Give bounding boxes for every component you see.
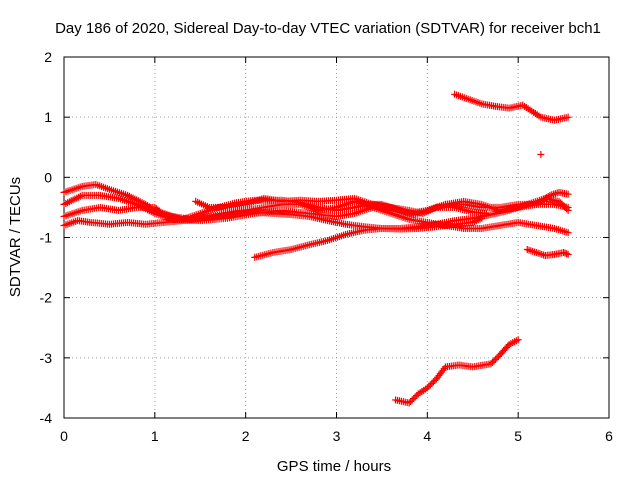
y-tick-label: -4 bbox=[40, 410, 53, 426]
data-marker bbox=[405, 399, 413, 407]
x-tick-label: 4 bbox=[423, 428, 431, 444]
data-marker bbox=[488, 358, 496, 366]
axis-ticks: 0 1 2 3 4 5 6 -4 -3 -2 -1 0 1 2 bbox=[40, 49, 614, 444]
data-marker bbox=[537, 150, 545, 158]
data-marker bbox=[538, 250, 546, 258]
data-marker bbox=[425, 382, 433, 390]
data-marker bbox=[551, 190, 559, 198]
data-marker bbox=[491, 355, 499, 363]
x-tick-label: 0 bbox=[60, 428, 68, 444]
data-marker bbox=[560, 202, 568, 210]
data-marker bbox=[408, 396, 416, 404]
y-tick-label: -2 bbox=[40, 290, 53, 306]
x-tick-label: 6 bbox=[605, 428, 613, 444]
data-marker bbox=[561, 203, 569, 211]
series-track-g bbox=[451, 90, 572, 124]
x-tick-label: 2 bbox=[242, 428, 250, 444]
data-marker bbox=[557, 199, 565, 207]
data-marker bbox=[527, 247, 535, 255]
data-marker bbox=[523, 246, 531, 254]
data-marker bbox=[564, 113, 572, 121]
data-marker bbox=[564, 250, 572, 258]
y-tick-label: 1 bbox=[44, 109, 52, 125]
data-marker bbox=[536, 250, 544, 258]
data-marker bbox=[563, 250, 571, 258]
y-axis-label: SDTVAR / TECUs bbox=[7, 177, 24, 297]
series-track-h bbox=[537, 150, 545, 158]
series-track-f bbox=[251, 214, 486, 261]
x-tick-label: 3 bbox=[333, 428, 341, 444]
series-track-d bbox=[60, 194, 572, 232]
x-tick-label: 5 bbox=[514, 428, 522, 444]
series-track-j bbox=[392, 336, 522, 407]
data-marker bbox=[564, 206, 572, 214]
data-marker bbox=[411, 393, 419, 401]
data-marker bbox=[560, 249, 568, 257]
data-marker bbox=[555, 197, 563, 205]
data-marker bbox=[410, 394, 418, 402]
chart-title: Day 186 of 2020, Sidereal Day-to-day VTE… bbox=[55, 20, 601, 37]
y-tick-label: -1 bbox=[40, 230, 53, 246]
data-marker bbox=[534, 249, 542, 257]
data-marker bbox=[563, 205, 571, 213]
y-tick-label: 2 bbox=[44, 49, 52, 65]
data-marker bbox=[487, 360, 495, 368]
x-tick-label: 1 bbox=[151, 428, 159, 444]
data-marker bbox=[564, 229, 572, 237]
y-tick-label: -3 bbox=[40, 350, 53, 366]
data-marker bbox=[423, 384, 431, 392]
data-marker bbox=[490, 357, 498, 365]
data-marker bbox=[429, 378, 437, 386]
data-marker bbox=[482, 209, 490, 217]
data-marker bbox=[158, 209, 166, 217]
data-marker bbox=[428, 379, 436, 387]
data-marker bbox=[407, 397, 415, 405]
data-marker bbox=[531, 248, 539, 256]
data-marker bbox=[426, 381, 434, 389]
data-marker bbox=[561, 249, 569, 257]
data-marker bbox=[478, 214, 486, 222]
series-track-e bbox=[192, 194, 490, 217]
x-axis-label: GPS time / hours bbox=[277, 458, 391, 475]
y-tick-label: 0 bbox=[44, 169, 52, 185]
data-marker bbox=[493, 354, 501, 362]
data-marker bbox=[558, 200, 566, 208]
data-marker bbox=[529, 247, 537, 255]
series-track-i bbox=[523, 246, 572, 260]
data-marker bbox=[514, 336, 522, 344]
data-marker bbox=[564, 190, 572, 198]
data-markers bbox=[60, 90, 572, 407]
data-marker bbox=[532, 249, 540, 257]
data-marker bbox=[525, 246, 533, 254]
